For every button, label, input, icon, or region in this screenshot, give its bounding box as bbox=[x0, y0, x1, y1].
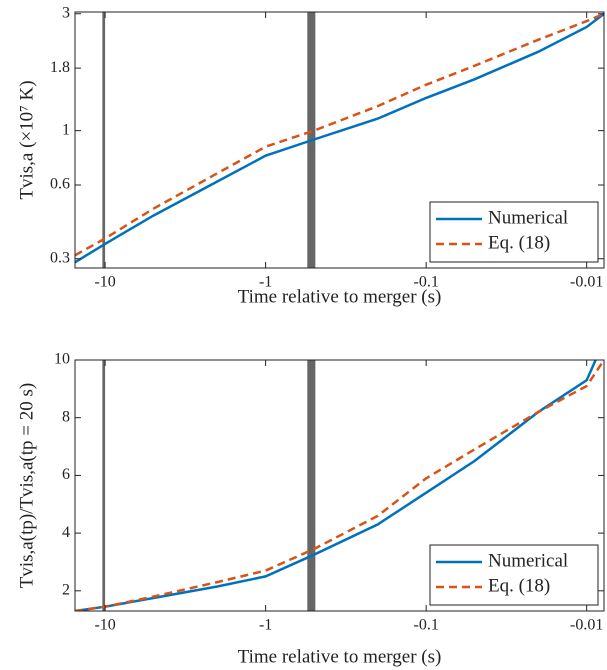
x-tick-label: -1 bbox=[259, 617, 272, 634]
y-tick-label: 1 bbox=[62, 121, 70, 138]
y-tick-label: 0.3 bbox=[50, 249, 70, 266]
legend-box bbox=[429, 201, 599, 263]
plot-frame bbox=[74, 11, 605, 269]
series-line bbox=[75, 12, 604, 264]
x-axis-label: Time relative to merger (s) bbox=[238, 646, 442, 667]
x-tick-label: -0.01 bbox=[570, 274, 603, 291]
series-line bbox=[75, 360, 604, 611]
y-axis-label: Tvis,a (×10⁷ K) bbox=[16, 80, 37, 199]
legend-box bbox=[429, 544, 599, 606]
y-tick-label: 6 bbox=[62, 466, 70, 483]
series-line bbox=[75, 12, 604, 257]
x-tick-label: -10 bbox=[94, 274, 115, 291]
legend-label: Eq. (18) bbox=[488, 232, 550, 253]
legend-label: Numerical bbox=[488, 207, 568, 228]
y-tick-label: 0.6 bbox=[50, 176, 70, 193]
y-tick-label: 4 bbox=[62, 524, 70, 541]
plot-frame bbox=[74, 359, 605, 612]
y-tick-label: 8 bbox=[62, 408, 70, 425]
x-tick-label: -10 bbox=[94, 617, 115, 634]
y-tick-label: 3 bbox=[62, 4, 70, 21]
y-tick-label: 1.8 bbox=[50, 59, 70, 76]
marker-band bbox=[102, 360, 106, 611]
x-axis-label: Time relative to merger (s) bbox=[238, 286, 442, 307]
y-tick-label: 10 bbox=[54, 351, 70, 368]
legend-label: Eq. (18) bbox=[488, 575, 550, 596]
y-axis-label: Tvis,a(tp)/Tvis,a(tp = 20 s) bbox=[16, 383, 37, 588]
legend-label: Numerical bbox=[488, 550, 568, 571]
y-tick-label: 2 bbox=[62, 581, 70, 598]
x-tick-label: -0.1 bbox=[413, 274, 438, 291]
x-tick-label: -0.01 bbox=[570, 617, 603, 634]
marker-band bbox=[307, 360, 316, 611]
x-tick-label: -0.1 bbox=[413, 617, 438, 634]
x-tick-label: -1 bbox=[259, 274, 272, 291]
marker-band bbox=[102, 12, 106, 268]
